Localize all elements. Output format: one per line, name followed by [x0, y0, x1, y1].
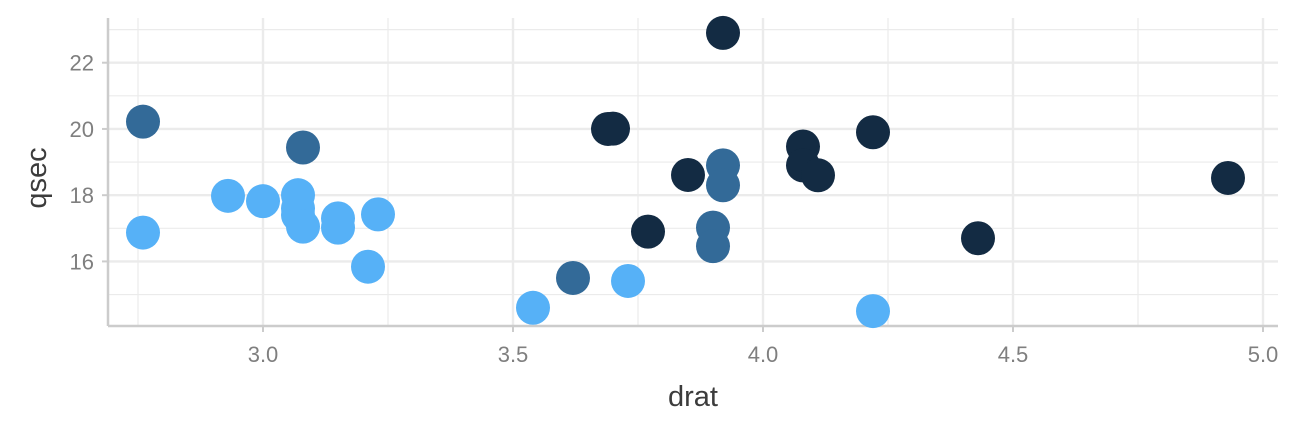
data-point: [696, 229, 730, 264]
x-tick-label: 3.0: [248, 342, 279, 367]
data-point: [126, 104, 160, 139]
y-tick-label: 20: [70, 117, 94, 142]
data-point: [351, 249, 385, 284]
y-tick-label: 22: [70, 51, 94, 76]
data-point: [321, 201, 355, 236]
data-point: [281, 178, 315, 213]
data-points: [126, 15, 1245, 329]
data-point: [961, 221, 995, 256]
data-point: [556, 260, 590, 295]
data-point: [856, 115, 890, 150]
data-point: [246, 184, 280, 219]
data-point: [211, 178, 245, 213]
tick-labels: 3.0 3.5 4.0 4.5 5.0 16 18 20 22: [70, 51, 1279, 367]
data-point: [361, 197, 395, 232]
data-point: [801, 158, 835, 193]
x-tick-label: 4.0: [748, 342, 779, 367]
data-point: [126, 215, 160, 250]
y-tick-label: 18: [70, 183, 94, 208]
x-tick-label: 3.5: [498, 342, 529, 367]
x-axis-title: drat: [668, 381, 718, 413]
data-point: [1211, 160, 1245, 195]
axes: [102, 18, 1278, 332]
data-point: [611, 263, 645, 298]
y-tick-label: 16: [70, 249, 94, 274]
data-point: [631, 214, 665, 249]
data-point: [671, 157, 705, 192]
x-tick-label: 5.0: [1248, 342, 1279, 367]
data-point: [596, 111, 630, 146]
data-point: [516, 290, 550, 325]
data-point: [286, 130, 320, 165]
grid-major: [108, 18, 1278, 326]
data-point: [706, 15, 740, 50]
data-point: [856, 294, 890, 329]
x-tick-label: 4.5: [998, 342, 1029, 367]
y-axis-title: qsec: [21, 147, 53, 208]
data-point: [286, 209, 320, 244]
data-point: [706, 168, 740, 203]
